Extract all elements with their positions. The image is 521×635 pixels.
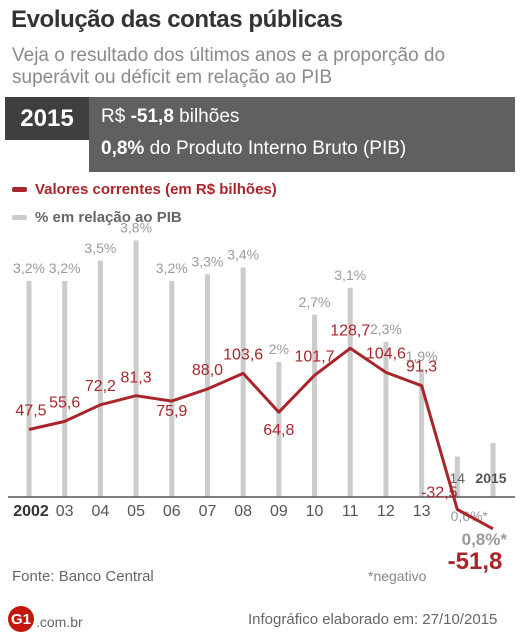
value-label-2015: -51,8 [448, 548, 503, 575]
pct-bar-14 [454, 456, 460, 497]
pct-bar-10 [312, 314, 318, 497]
legend-values-label: Valores correntes (em R$ bilhões) [35, 181, 277, 198]
pct-label-03: 3,2% [49, 260, 81, 276]
x-tick-07: 07 [199, 503, 217, 520]
values-line [28, 346, 494, 531]
legend-values: Valores correntes (em R$ bilhões) [12, 181, 277, 198]
pct-bar-06 [169, 281, 175, 497]
highlight-panel: R$ -51,8 bilhões 0,8% do Produto Interno… [89, 97, 515, 172]
x-tick-06: 06 [163, 503, 181, 520]
highlight-pct-row: 0,8% do Produto Interno Bruto (PIB) [101, 138, 406, 160]
x-tick-09: 09 [270, 503, 288, 520]
value-label-09: 64,8 [263, 422, 294, 439]
value-label-11: 128,7 [330, 322, 370, 339]
pct-label-2002: 3,2% [13, 260, 45, 276]
credit-line: Infográfico elaborado em: 27/10/2015 [248, 611, 498, 628]
pct-bar-12 [383, 341, 389, 497]
highlight-unit: bilhões [173, 106, 240, 127]
g1-logo[interactable]: G1 .com.br [8, 606, 83, 632]
pct-label-13: 1,9% [406, 348, 438, 364]
pct-bar-03 [62, 281, 68, 497]
pct-bar-2002 [26, 281, 32, 497]
pct-bar-04 [97, 260, 103, 497]
value-label-05: 81,3 [121, 370, 152, 387]
pct-bar-05 [133, 240, 139, 497]
highlight-value: -51,8 [130, 106, 174, 127]
g1-logo-mark: G1 [8, 606, 34, 632]
value-label-10: 101,7 [295, 348, 335, 365]
highlight-value-row: R$ -51,8 bilhões [101, 106, 239, 128]
pct-bar-08 [240, 267, 246, 497]
pct-label-10: 2,7% [299, 294, 331, 310]
value-label-12: 104,6 [366, 345, 406, 362]
x-tick-2002: 2002 [13, 503, 49, 520]
x-tick-12: 12 [377, 503, 395, 520]
highlight-pct: 0,8% [101, 138, 145, 159]
pct-label-06: 3,2% [156, 260, 188, 276]
x-tick-04: 04 [91, 503, 109, 520]
pct-label-08: 3,4% [227, 247, 259, 263]
pct-bar-07 [204, 274, 210, 497]
pct-bar-11 [347, 287, 353, 497]
pct-label-05: 3,8% [120, 220, 152, 236]
x-tick-05: 05 [127, 503, 145, 520]
pct-label-07: 3,3% [192, 253, 224, 269]
g1-logo-domain: .com.br [36, 614, 83, 630]
value-label-08: 103,6 [223, 346, 263, 363]
value-label-07: 88,0 [192, 362, 223, 379]
x-tick-2015: 2015 [475, 470, 506, 486]
chart-subtitle: Veja o resultado dos últimos anos e a pr… [12, 45, 446, 88]
pct-bar-2015 [490, 443, 496, 497]
pct-label-04: 3,5% [84, 240, 116, 256]
value-label-03: 55,6 [49, 394, 80, 411]
highlight-year: 2015 [5, 97, 89, 140]
x-tick-13: 13 [413, 503, 431, 520]
x-tick-14: 14 [450, 470, 466, 486]
source-note: Fonte: Banco Central [12, 568, 154, 585]
legend-pct-label: % em relação ao PIB [35, 209, 182, 226]
value-label-14: -32,5 [421, 485, 458, 502]
legend-values-swatch [12, 187, 27, 192]
value-label-13: 91,3 [406, 359, 437, 376]
pct-label-12: 2,3% [370, 321, 402, 337]
pct-bar-09 [276, 362, 282, 497]
x-tick-08: 08 [234, 503, 252, 520]
x-tick-03: 03 [56, 503, 74, 520]
x-tick-11: 11 [342, 503, 359, 520]
chart-title: Evolução das contas públicas [11, 6, 343, 33]
legend-pct-swatch [12, 215, 27, 220]
value-label-06: 75,9 [156, 403, 187, 420]
x-tick-10: 10 [306, 503, 324, 520]
pct-bar-13 [419, 368, 425, 497]
pct-label-09: 2% [269, 341, 289, 357]
highlight-prefix: R$ [101, 106, 131, 127]
pct-label-11: 3,1% [334, 267, 366, 283]
legend-pct: % em relação ao PIB [12, 209, 182, 226]
highlight-pct-text: do Produto Interno Bruto (PIB) [144, 138, 407, 159]
pct-label-2015: 0,8%* [462, 530, 508, 549]
value-label-2002: 47,5 [15, 403, 46, 420]
value-label-04: 72,2 [85, 378, 116, 395]
negative-note: *negativo [368, 568, 427, 584]
